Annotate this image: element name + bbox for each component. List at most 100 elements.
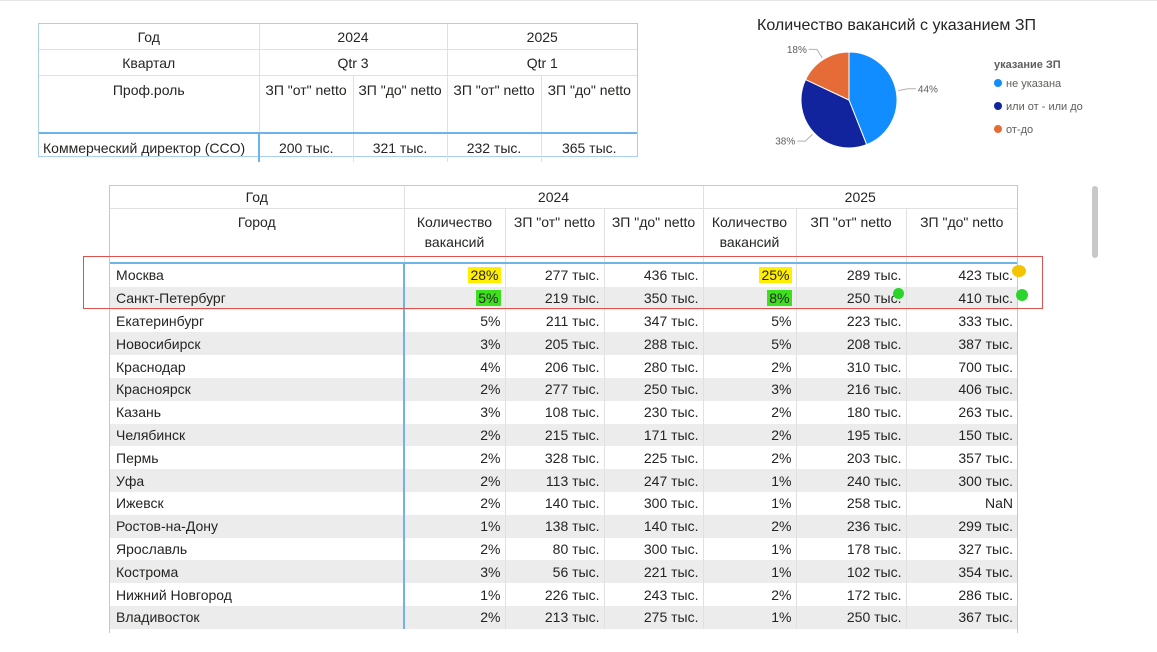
table-row[interactable]: Пермь 2% 328 тыс. 225 тыс. 2% 203 тыс. 357 тыс… [110, 446, 1017, 470]
marker-dot-green [1016, 289, 1028, 301]
city-name: Пермь [116, 449, 159, 466]
vertical-scrollbar[interactable] [1092, 186, 1098, 258]
table-cell: 310 тыс. [795, 355, 906, 378]
pie-leader-line [797, 133, 813, 142]
table-row[interactable]: Красноярск 2% 277 тыс. 250 тыс. 3% 216 тыс. 40… [110, 377, 1017, 401]
table-row[interactable]: Москва 28% 277 тыс. 436 тыс. 25% 289 тыс. 423 … [110, 263, 1017, 287]
table-row[interactable]: Санкт-Петербург 5% 219 тыс. 350 тыс. 8% 250 т… [110, 286, 1017, 310]
table-cell: 250 тыс. [603, 377, 703, 401]
table-row[interactable]: Уфа 2% 113 тыс. 247 тыс. 1% 240 тыс. 300 тыс. [110, 469, 1017, 492]
salary-from-header[interactable]: ЗП "от" netto [795, 208, 906, 264]
table-cell: 5% [403, 286, 505, 310]
vacancy-count-header[interactable]: Количество вакансий [403, 208, 505, 264]
legend-dot [994, 102, 1002, 110]
table-row[interactable]: Ростов-на-Дону 1% 138 тыс. 140 тыс. 2% 236 ты… [110, 514, 1017, 538]
table-cell: 263 тыс. [905, 400, 1017, 424]
pie-chart-title: Количество вакансий с указанием ЗП [757, 17, 1037, 34]
table-cell: 1% [702, 491, 796, 515]
role-header-label: Проф.роль [112, 82, 185, 98]
table-row[interactable]: Нижний Новгород 1% 226 тыс. 243 тыс. 2% 172 т… [110, 583, 1017, 606]
table-cell: 289 тыс. [795, 263, 906, 287]
table-row[interactable]: Казань 3% 108 тыс. 230 тыс. 2% 180 тыс. 263 ты… [110, 400, 1017, 424]
table-row[interactable]: Краснодар 4% 206 тыс. 280 тыс. 2% 310 тыс. 700… [110, 355, 1017, 378]
table-cell: 215 тыс. [504, 423, 604, 447]
table-cell: 221 тыс. [603, 560, 703, 584]
salary-from-header[interactable]: ЗП "от" netto [504, 208, 604, 264]
legend-item-from-or-to[interactable]: или от - или до [994, 100, 1083, 123]
table-cell: 250 тыс. [795, 605, 906, 629]
legend-item-not-specified[interactable]: не указана [994, 77, 1083, 100]
pie-slice[interactable] [848, 51, 898, 146]
table-cell: 203 тыс. [795, 446, 906, 470]
table-cell: 3% [702, 377, 796, 401]
table-cell: 328 тыс. [504, 446, 604, 470]
table-cell: 387 тыс. [905, 332, 1017, 356]
table-cell: 350 тыс. [603, 286, 703, 310]
table-cell: 172 тыс. [795, 583, 906, 606]
pie-data-label: 18% [787, 45, 807, 56]
table-row[interactable]: Кострома 3% 56 тыс. 221 тыс. 1% 102 тыс. 354 т… [110, 560, 1017, 584]
city-salary-table[interactable]: Год 2024 2025 Город Количество вакансий … [109, 185, 1018, 633]
year-header-label: Год [39, 24, 259, 50]
table-row[interactable]: Ярославль 2% 80 тыс. 300 тыс. 1% 178 тыс. 327 … [110, 537, 1017, 561]
matrix-cell: 365 тыс. [540, 132, 637, 162]
table-row[interactable]: Челябинск 2% 215 тыс. 171 тыс. 2% 195 тыс. 150… [110, 423, 1017, 447]
city-header[interactable]: Город [110, 208, 404, 264]
legend-item-from-to[interactable]: от-до [994, 123, 1083, 146]
table-cell: 150 тыс. [905, 423, 1017, 447]
table-cell: 208 тыс. [795, 332, 906, 356]
city-name: Новосибирск [110, 332, 404, 356]
table-cell: 300 тыс. [905, 469, 1017, 492]
matrix-cell: 232 тыс. [446, 132, 541, 162]
table-cell: NaN [905, 491, 1017, 515]
table-row[interactable]: Ижевск 2% 140 тыс. 300 тыс. 1% 258 тыс. NaN [110, 491, 1017, 515]
city-name: Краснодар [116, 358, 186, 375]
table-row[interactable]: Новосибирск 3% 205 тыс. 288 тыс. 5% 208 тыс. 3… [110, 332, 1017, 356]
table-cell: 2% [403, 423, 505, 447]
table-cell: 277 тыс. [504, 263, 604, 287]
table-row[interactable]: Екатеринбург 5% 211 тыс. 347 тыс. 5% 223 тыс.… [110, 309, 1017, 333]
quarter-header-q1: Qtr 1 [446, 49, 637, 76]
table-cell: 213 тыс. [504, 605, 604, 629]
table-cell: 1% [403, 583, 505, 606]
city-name: Екатеринбург [116, 312, 205, 329]
city-name: Ростов-на-Дону [110, 514, 404, 538]
table-cell: 3% [403, 400, 505, 424]
table-cell: 230 тыс. [603, 400, 703, 424]
pie-slice[interactable] [800, 78, 868, 149]
table-cell: 216 тыс. [795, 377, 906, 401]
table-row[interactable]: Владивосток 2% 213 тыс. 275 тыс. 1% 250 тыс. 3… [110, 605, 1017, 629]
table-cell: 1% [403, 514, 505, 538]
table-cell: 1% [702, 469, 796, 492]
pie-slice[interactable] [804, 51, 850, 101]
table-cell: 327 тыс. [905, 537, 1017, 561]
table-cell: 56 тыс. [504, 560, 604, 584]
quarter-header-q3: Qtr 3 [258, 49, 447, 76]
year-header-2025: 2025 [702, 186, 1017, 209]
table-cell: 5% [702, 332, 796, 356]
table-cell: 5% [403, 309, 505, 333]
table-cell: 700 тыс. [905, 355, 1017, 378]
table-cell: 288 тыс. [603, 332, 703, 356]
table-cell: 195 тыс. [795, 423, 906, 447]
legend-dot [994, 125, 1002, 133]
table-cell: 2% [403, 491, 505, 515]
pie-leader-line [808, 48, 823, 59]
vacancy-count-header[interactable]: Количество вакансий [702, 208, 796, 264]
city-name: Санкт-Петербург [110, 286, 404, 310]
table-cell: 5% [702, 309, 796, 333]
table-cell: 280 тыс. [603, 355, 703, 378]
table-cell: 219 тыс. [504, 286, 604, 310]
salary-to-header[interactable]: ЗП "до" netto [905, 208, 1017, 264]
city-name: Владивосток [110, 605, 404, 629]
table-cell: 4% [403, 355, 505, 378]
table-cell: 247 тыс. [603, 469, 703, 492]
role-salary-matrix: Год 2024 2025 Квартал Qtr 3 Qtr 1 Проф.р… [38, 23, 638, 162]
measure-header: ЗП "от" netto [258, 75, 353, 133]
table-cell: 300 тыс. [603, 537, 703, 561]
table-cell: 138 тыс. [504, 514, 604, 538]
table-cell: 2% [403, 377, 505, 401]
table-cell: 2% [403, 537, 505, 561]
salary-to-header[interactable]: ЗП "до" netto [603, 208, 703, 264]
city-name: Кострома [110, 560, 404, 584]
